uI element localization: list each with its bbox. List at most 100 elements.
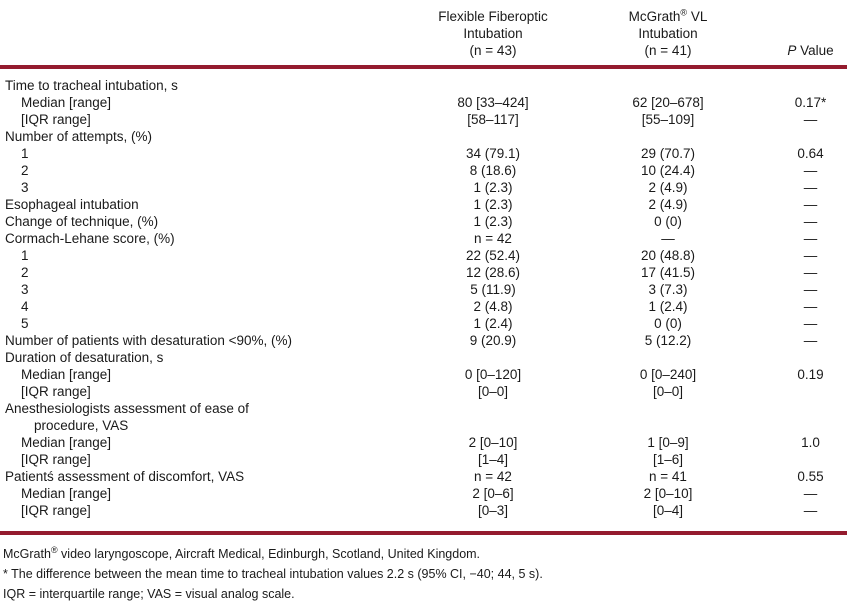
row-label: Patientś assessment of discomfort, VAS [5,469,245,484]
p-value [738,417,847,434]
ffi-value: 1 (2.3) [473,197,513,212]
ffi-value: 2 [0–10] [468,435,518,450]
ffi-value: [0–3] [477,503,509,518]
row-label: Number of patients with desaturation <90… [5,333,293,348]
row-label: 3 [21,180,29,195]
col-header-mcgrath-vl: McGrath® VL Intubation (n = 41) [598,0,738,69]
mcg-value: [0–4] [652,503,684,518]
mcg-value: 0 [0–240] [639,367,697,382]
row-label: 2 [21,265,29,280]
table-row: [IQR range] [58–117] [55–109] — [0,111,847,128]
mcg-value: 2 [0–10] [643,486,693,501]
table-row: 1 34 (79.1) 29 (70.7) 0.64 [0,145,847,162]
ffi-value: 1 (2.3) [473,180,513,195]
table-row: Duration of desaturation, s [0,349,847,366]
mcg-value: 3 (7.3) [648,282,688,297]
mcg-value: n = 41 [649,469,687,484]
ffi-value [388,67,598,94]
row-label: 1 [21,146,29,161]
row-label: procedure, VAS [34,418,129,433]
row-label: Time to tracheal intubation, s [5,78,178,93]
mcg-value: — [661,231,675,246]
footnote-abbreviations: IQR = interquartile range; VAS = visual … [3,587,295,601]
p-value: — [803,299,818,314]
row-label: Median [range] [21,367,112,382]
table-row: Number of patients with desaturation <90… [0,332,847,349]
row-label: 2 [21,163,29,178]
p-value: — [803,112,818,127]
p-value [738,128,847,145]
mcg-value: 1 [0–9] [647,435,689,450]
row-label: 3 [21,282,29,297]
table-row: procedure, VAS [0,417,847,434]
row-label: Cormach-Lehane score, (%) [5,231,175,246]
ffi-value: 80 [33–424] [457,95,529,110]
p-value: — [803,503,818,518]
p-value: — [803,163,818,178]
table-row: Median [range] 0 [0–120] 0 [0–240] 0.19 [0,366,847,383]
ffi-value: 2 (4.8) [473,299,513,314]
ffi-value: 5 (11.9) [470,282,516,297]
table-row: Esophageal intubation 1 (2.3) 2 (4.9) — [0,196,847,213]
ffi-value: 2 [0–6] [472,486,514,501]
mcg-value [598,67,738,94]
mcg-value: 29 (70.7) [640,146,696,161]
table-row: 5 1 (2.4) 0 (0) — [0,315,847,332]
row-label: Duration of desaturation, s [5,350,164,365]
ffi-value [388,349,598,366]
mcg-value: 62 [20–678] [632,95,704,110]
header-row: Flexible Fiberoptic Intubation (n = 43) … [0,0,847,69]
table-row: Median [range] 2 [0–10] 1 [0–9] 1.0 [0,434,847,451]
p-value [738,349,847,366]
p-value: 0.64 [797,146,824,161]
header-line: McGrath® VL [628,7,708,24]
mcg-value: 1 (2.4) [648,299,688,314]
p-value: 0.19 [797,367,824,382]
p-value: — [803,486,818,501]
row-label: Change of technique, (%) [5,214,159,229]
ffi-value: [0–0] [477,384,509,399]
table-row: [IQR range] [1–4] [1–6] [0,451,847,468]
mcg-value: 10 (24.4) [640,163,696,178]
table-header: Flexible Fiberoptic Intubation (n = 43) … [0,0,847,69]
table-row: 1 22 (52.4) 20 (48.8) — [0,247,847,264]
ffi-value: 34 (79.1) [465,146,521,161]
row-label: 4 [21,299,29,314]
mcg-value: 20 (48.8) [640,248,696,263]
p-value: — [803,180,818,195]
row-label: Median [range] [21,486,112,501]
ffi-value: 22 (52.4) [465,248,521,263]
table-row: Median [range] 2 [0–6] 2 [0–10] — [0,485,847,502]
table-body: Time to tracheal intubation, s Median [r… [0,67,847,519]
p-value [738,67,847,94]
col-header-empty [0,0,388,69]
table-row: Time to tracheal intubation, s [0,67,847,94]
p-value: — [803,248,818,263]
table-row: Patientś assessment of discomfort, VAS n… [0,468,847,485]
registered-trademark-symbol: ® [50,544,58,555]
table-row: 3 1 (2.3) 2 (4.9) — [0,179,847,196]
footnote-asterisk: * The difference between the mean time t… [3,567,543,581]
table-row: [IQR range] [0–0] [0–0] [0,383,847,400]
ffi-value [388,128,598,145]
p-value: — [803,282,818,297]
ffi-value [388,400,598,417]
p-value [738,451,847,468]
col-header-p-value: P Value [738,0,847,69]
p-value: 0.17* [794,95,827,110]
mcg-value: 2 (4.9) [648,197,688,212]
mcg-value [598,128,738,145]
ffi-value: 1 (2.3) [473,214,513,229]
ffi-value: [58–117] [467,112,519,127]
table-row: Cormach-Lehane score, (%) n = 42 — — [0,230,847,247]
row-label: [IQR range] [21,112,91,127]
table-row: Number of attempts, (%) [0,128,847,145]
p-value: — [803,214,818,229]
ffi-value: 9 (20.9) [469,333,517,348]
mcg-value: [1–6] [652,452,684,467]
p-value: — [803,231,818,246]
ffi-value: 1 (2.4) [473,316,513,331]
table-row: Median [range] 80 [33–424] 62 [20–678] 0… [0,94,847,111]
ffi-value [388,417,598,434]
p-value: — [803,265,818,280]
